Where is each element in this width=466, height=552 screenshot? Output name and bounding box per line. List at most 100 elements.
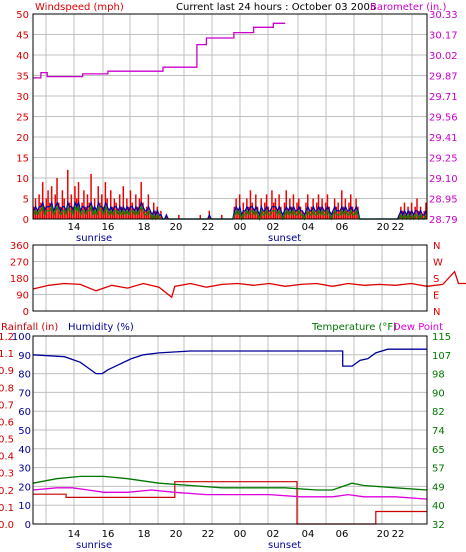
wind-gust-bar	[303, 214, 305, 219]
temperature-line	[32, 475, 428, 491]
wind-gust-bar	[151, 214, 153, 219]
temperature-tick: 74	[432, 426, 445, 437]
wind-gust-bar	[355, 198, 357, 219]
rainfall-tick: 0.7	[0, 400, 14, 411]
wind-gust-bar	[90, 173, 92, 219]
x-tick-label: 02	[267, 529, 280, 540]
temperature-axis-label: Temperature (°F)	[311, 322, 397, 333]
rainfall-tick: 0.3	[0, 469, 14, 480]
windspeed-tick: 20	[16, 133, 29, 144]
x-tick-label: 04	[302, 222, 315, 233]
humidity-tick: 30	[18, 464, 31, 475]
rainfall-ticks: 1.2 1.1 0.9 0.8 0.7 0.6 0.5 0.4 0.3 0.2 0.1 0.0	[0, 332, 14, 531]
wind-gust-bar	[281, 214, 284, 219]
wind-gust-bar	[256, 206, 259, 219]
wind-grid	[33, 14, 427, 219]
rainfall-tick: 0.1	[0, 503, 14, 514]
compass-tick: S	[433, 274, 439, 285]
windspeed-tick: 35	[16, 72, 29, 83]
wind-gust-bar	[247, 206, 250, 219]
windspeed-tick: 15	[16, 154, 29, 165]
barometer-tick: 29.10	[429, 174, 458, 185]
direction-grid	[33, 245, 427, 311]
temperature-tick: 40	[432, 501, 445, 512]
rainfall-axis-label: Rainfall (in)	[1, 322, 58, 333]
barometer-tick: 28.79	[429, 215, 458, 226]
wind-gust-bar	[221, 214, 223, 219]
windspeed-axis-label: Windspeed (mph)	[35, 2, 124, 13]
dewpoint-axis-label: Dew Point	[393, 322, 443, 333]
wind-gust-bar	[77, 182, 80, 219]
wind-gust-bar	[67, 169, 69, 219]
barometer-tick: 29.87	[429, 72, 458, 83]
wind-gust-bar	[319, 206, 322, 219]
wind-gust-bar	[341, 190, 343, 219]
rainfall-line	[33, 481, 427, 525]
barometer-line	[33, 22, 286, 79]
rainfall-tick: 1.2	[0, 332, 14, 343]
direction-tick: 90	[16, 291, 29, 302]
wind-gust-bar	[280, 206, 282, 219]
wind-gust-bar	[93, 198, 96, 219]
wind-gust-bar	[136, 206, 139, 219]
barometer-tick: 28.95	[429, 195, 458, 206]
wind-gust-bar	[84, 206, 87, 219]
humidity-tick: 70	[18, 388, 31, 399]
x-tick-label: 22	[202, 529, 215, 540]
humidity-x-ticks: 14 16 18 20 22 00 02 04 06 20 22	[68, 529, 405, 540]
wind-gust-bar	[178, 214, 180, 219]
barometer-ticks: 30.33 30.17 30.02 29.87 29.71 29.56 29.41 29.25…	[429, 10, 458, 226]
direction-series	[32, 270, 466, 299]
humidity-tick: 20	[18, 482, 31, 493]
wind-gust-bar	[285, 190, 288, 219]
wind-gust-bar	[298, 198, 300, 219]
wind-direction-line	[32, 270, 466, 299]
rainfall-tick: 0.8	[0, 383, 14, 394]
windspeed-tick: 30	[16, 92, 29, 103]
sunset-label: sunset	[268, 233, 301, 244]
rainfall-tick: 0.2	[0, 486, 14, 497]
wind-gust-bar	[407, 206, 409, 219]
windspeed-tick: 50	[16, 10, 29, 21]
temperature-tick: 107	[432, 351, 451, 362]
rainfall-tick: 0.4	[0, 452, 14, 463]
wind-gust-bar	[75, 198, 78, 219]
x-tick-label: 18	[138, 529, 151, 540]
wind-gust-bar	[299, 206, 302, 219]
wind-x-ticks: 14 16 18 20 22 00 02 04 06 20 22	[68, 222, 405, 233]
humidity-tick: 90	[18, 351, 31, 362]
barometer-tick: 30.33	[429, 10, 458, 21]
x-tick-label: 22	[202, 222, 215, 233]
wind-gust-bar	[328, 206, 330, 219]
temperature-ticks: 115 107 98 90 82 74 65 57 49 40 32	[432, 332, 451, 531]
wind-gust-bar	[416, 198, 418, 219]
x-tick-label: 20	[170, 529, 183, 540]
x-tick-label: 02	[267, 222, 280, 233]
x-tick-label: 22	[392, 529, 405, 540]
wind-gust-bar	[158, 214, 160, 219]
wind-gust-bar	[414, 206, 416, 219]
windspeed-tick: 10	[16, 174, 29, 185]
humidity-tick: 50	[18, 426, 31, 437]
direction-frame	[32, 244, 428, 312]
temperature-tick: 90	[432, 388, 445, 399]
x-tick-label: 20	[170, 222, 183, 233]
wind-gust-bar	[145, 206, 148, 219]
compass-tick: N	[433, 307, 440, 318]
x-tick-label: 14	[68, 529, 81, 540]
wind-gust-bar	[41, 182, 44, 219]
direction-tick: 0	[23, 307, 29, 318]
rainfall-tick: 0.6	[0, 417, 14, 428]
wind-gust-bar	[412, 214, 415, 219]
barometer-tick: 30.17	[429, 31, 458, 42]
wind-gust-bar	[165, 214, 168, 219]
wind-gust-bar	[312, 198, 314, 219]
humidity-line	[32, 348, 427, 375]
wind-gust-bar	[246, 198, 248, 219]
wind-gust-bar	[421, 214, 424, 219]
sunrise-label: sunrise	[76, 233, 112, 244]
x-tick-label: 20	[377, 529, 390, 540]
dewpoint-line	[32, 487, 428, 500]
